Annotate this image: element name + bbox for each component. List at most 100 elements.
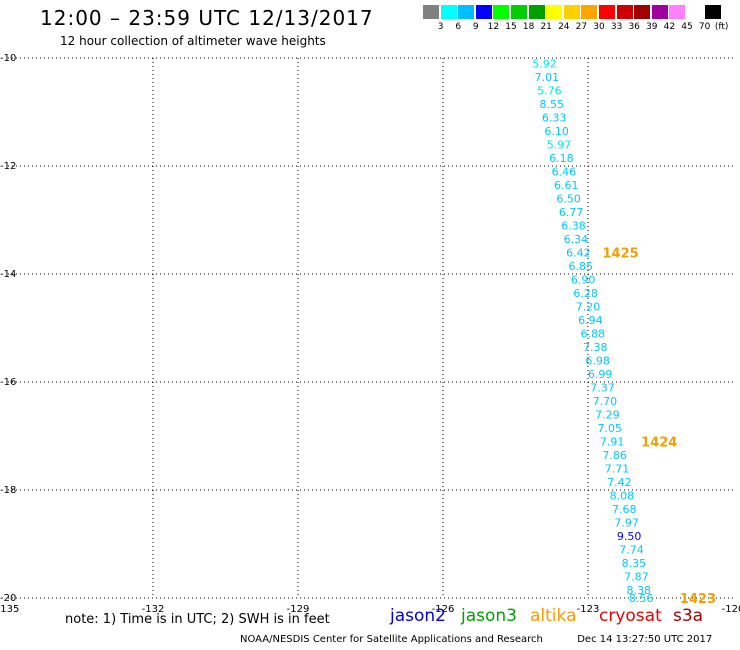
wave-height-point: 7.29 — [595, 408, 620, 421]
legend-jason2: jason2 — [390, 606, 446, 626]
color-swatch — [493, 5, 510, 19]
color-swatch — [458, 5, 475, 19]
color-swatch — [704, 5, 721, 19]
wave-height-point: 8.55 — [540, 98, 565, 111]
wave-height-point: 7.87 — [624, 570, 649, 583]
wave-height-point: 6.34 — [564, 233, 589, 246]
wave-height-point: 7.38 — [583, 341, 608, 354]
color-scale-label: 18 — [522, 22, 535, 32]
y-tick-label: -18 — [0, 485, 16, 496]
color-scale-label: 42 — [663, 22, 676, 32]
color-swatch — [651, 5, 668, 19]
color-scale-label: 15 — [505, 22, 517, 32]
y-tick-label: -16 — [0, 377, 16, 388]
x-tick-label: -132 — [142, 604, 165, 615]
wave-height-point: 7.05 — [598, 422, 623, 435]
color-scale-label: 39 — [646, 22, 658, 32]
wave-height-point: 6.46 — [552, 165, 577, 178]
map-subtitle: 12 hour collection of altimeter wave hei… — [60, 34, 326, 48]
color-scale-label: 45 — [681, 22, 693, 32]
wave-height-point: 6.42 — [566, 246, 591, 259]
color-swatch — [475, 5, 492, 19]
color-scale-label: 24 — [558, 22, 570, 32]
wave-height-point: 6.28 — [573, 287, 598, 300]
time-label: 1424 — [641, 435, 677, 450]
wave-height-point: 7.74 — [619, 543, 644, 556]
wave-height-point: 7.97 — [614, 516, 639, 529]
x-tick-label: -135 — [0, 604, 19, 615]
wave-height-point: 6.38 — [561, 219, 586, 232]
color-scale-label: 70 — [698, 22, 711, 32]
footer-center: NOAA/NESDIS Center for Satellite Applica… — [240, 634, 543, 645]
y-tick-label: -10 — [0, 53, 16, 64]
wave-height-point: 7.70 — [593, 395, 618, 408]
color-swatch — [669, 5, 686, 19]
map-title: 12:00 – 23:59 UTC 12/13/2017 — [40, 6, 374, 30]
y-tick-label: -14 — [0, 269, 16, 280]
color-swatch — [528, 5, 545, 19]
color-scale-label: 9 — [472, 22, 479, 32]
y-tick-label: -20 — [0, 593, 16, 604]
wave-height-point: 6.18 — [549, 152, 574, 165]
wave-height-point: 6.10 — [544, 125, 569, 138]
legend-s3a: s3a — [673, 606, 704, 626]
wave-height-point: 6.99 — [588, 368, 613, 381]
y-tick-label: -12 — [0, 161, 16, 172]
wave-height-point: 7.91 — [600, 435, 625, 448]
color-swatch — [511, 5, 527, 19]
wave-height-point: 8.38 — [627, 584, 652, 597]
wave-height-point: 6.77 — [559, 206, 584, 219]
color-swatch — [634, 5, 651, 19]
wave-height-point: 6.94 — [578, 314, 603, 327]
color-scale-label: 21 — [540, 22, 552, 32]
x-tick-label: -120 — [722, 604, 740, 615]
wave-height-point: 6.98 — [585, 354, 610, 367]
wave-height-point: 6.61 — [554, 179, 579, 192]
color-scale-label: 33 — [610, 22, 623, 32]
color-scale-label: 27 — [575, 22, 588, 32]
wave-height-point: 6.90 — [571, 273, 596, 286]
wave-height-point: 7.86 — [602, 449, 627, 462]
color-scale-label: 12 — [487, 22, 500, 32]
legend-jason3: jason3 — [461, 606, 517, 626]
color-swatch — [581, 5, 598, 19]
color-scale-unit: (ft) — [714, 22, 729, 32]
color-swatch — [599, 5, 615, 19]
x-tick-label: -123 — [577, 604, 600, 615]
wave-height-point: 6.88 — [581, 327, 606, 340]
color-swatch — [440, 5, 457, 19]
units-note: note: 1) Time is in UTC; 2) SWH is in fe… — [65, 612, 330, 627]
color-swatch — [687, 5, 703, 19]
color-scale-label: 3 — [437, 22, 444, 32]
wave-height-point: 7.37 — [590, 381, 615, 394]
wave-height-point: 8.08 — [610, 489, 635, 502]
wave-height-point: 6.33 — [542, 111, 567, 124]
wave-height-point: 6.50 — [556, 192, 581, 205]
wave-height-point: 5.92 — [532, 57, 557, 70]
wave-height-point: 7.20 — [576, 300, 601, 313]
color-scale-label: 30 — [593, 22, 605, 32]
wave-height-point: 5.76 — [537, 84, 562, 97]
x-tick-label: -129 — [287, 604, 310, 615]
wave-height-point: 9.50 — [617, 530, 642, 543]
color-scale-label: 6 — [455, 22, 462, 32]
color-swatch — [546, 5, 563, 19]
footer-timestamp: Dec 14 13:27:50 UTC 2017 — [577, 634, 713, 645]
x-tick-label: -126 — [432, 604, 455, 615]
color-swatch — [423, 5, 439, 19]
legend-cryosat: cryosat — [599, 606, 662, 626]
wave-height-point: 8.56 — [629, 592, 654, 605]
wave-height-point: 7.68 — [612, 503, 637, 516]
wave-height-point: 7.42 — [607, 476, 632, 489]
color-swatch — [616, 5, 633, 19]
wave-height-point: 7.71 — [605, 462, 630, 475]
wave-height-point: 8.35 — [622, 557, 647, 570]
footer-credit: NOAA/NESDIS Center for Satellite Applica… — [240, 634, 712, 645]
time-label: 1423 — [680, 592, 716, 607]
wave-height-point: 5.97 — [547, 138, 572, 151]
legend-altika: altika — [530, 606, 577, 626]
color-swatch — [563, 5, 580, 19]
color-scale-label: 36 — [628, 22, 640, 32]
time-label: 1425 — [603, 246, 639, 261]
